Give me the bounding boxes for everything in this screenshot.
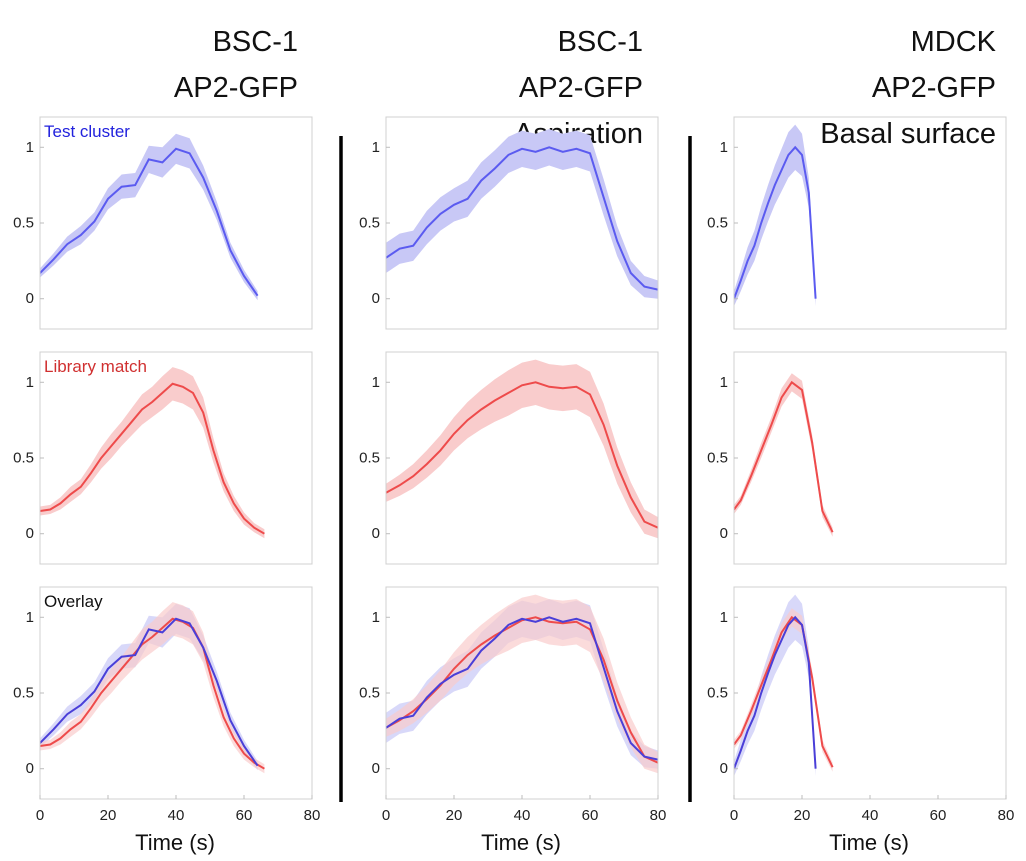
library-error-band [734,608,833,772]
y-tick-label: 0.5 [359,215,380,232]
x-tick-label: 20 [446,807,463,824]
x-tick-label: 80 [304,807,321,824]
column-title-line: MDCK [911,26,997,58]
library-line [40,382,265,535]
y-tick-label: 0.5 [13,685,34,702]
panel-plot-area [386,359,658,539]
x-tick-label: 80 [650,807,667,824]
test-error-band [734,124,816,307]
panel-plot-area [734,373,834,537]
y-tick-label: 0.5 [13,215,34,232]
library-line [734,380,834,533]
panel-plot-area [40,602,265,774]
y-tick-label: 0.5 [359,685,380,702]
panel-c3-r2: 00.51 [707,351,1007,565]
column-title-line: AP2-GFP [174,72,298,104]
test-line [734,615,817,770]
y-tick-label: 1 [372,374,380,391]
y-tick-label: 0.5 [359,450,380,467]
panel-plot-area [40,367,265,539]
column-title-line: Basal surface [820,118,996,150]
panel-c3-r1: 00.51 [707,116,1007,330]
test-error-band [386,129,658,299]
panel-c1-r1: 0 0.5 1 Test cluster [13,116,313,330]
y-tick-label: 0 [26,290,34,307]
y-tick-label: 0 [372,525,380,542]
panel-frame [733,351,1007,565]
x-tick-label: 20 [100,807,117,824]
test-line [40,617,259,767]
x-tick-label: 0 [382,807,390,824]
library-error-band [386,594,658,774]
x-tick-label: 20 [794,807,811,824]
y-tick-label: 0 [26,760,34,777]
column-title-line: BSC-1 [213,26,298,58]
x-tick-label: 60 [236,807,253,824]
library-line [386,381,658,529]
x-tick-label: 60 [582,807,599,824]
x-axis-label: Time (s) [135,830,215,855]
y-tick-label: 1 [26,139,34,156]
y-tick-label: 1 [26,609,34,626]
y-tick-label: 1 [720,374,728,391]
panel-c1-r2: 0 0.5 1 Library match [13,351,313,565]
test-line [40,147,259,297]
y-tick-label: 1 [372,609,380,626]
test-line [386,616,658,761]
library-line [40,617,265,770]
y-tick-label: 0 [720,525,728,542]
x-tick-label: 80 [998,807,1015,824]
y-tick-label: 0 [720,760,728,777]
x-tick-label: 40 [862,807,879,824]
y-tick-label: 0 [720,290,728,307]
y-tick-label: 1 [720,139,728,156]
y-tick-label: 1 [720,609,728,626]
row-annotation: Overlay [44,592,103,611]
y-tick-label: 0.5 [707,450,728,467]
column-title-line: AP2-GFP [872,72,996,104]
test-line [734,145,817,300]
x-tick-label: 60 [930,807,947,824]
panel-plot-area [386,594,658,774]
panel-c3-r3: 0 0.5 1 0 20 40 60 80 Time (s) [707,586,1015,855]
x-axis-label: Time (s) [829,830,909,855]
column-title-line: BSC-1 [558,26,643,58]
y-tick-label: 1 [26,374,34,391]
y-tick-label: 1 [372,139,380,156]
panel-c1-r3: 0 0.5 1 0 20 40 60 80 Time (s) Overlay [13,586,321,855]
y-tick-label: 0 [372,290,380,307]
y-tick-label: 0.5 [707,215,728,232]
x-tick-label: 0 [730,807,738,824]
y-tick-label: 0.5 [707,685,728,702]
y-tick-label: 0 [372,760,380,777]
row-annotation: Test cluster [44,122,130,141]
library-error-band [386,359,658,539]
library-line [734,615,834,768]
x-tick-label: 0 [36,807,44,824]
panel-c2-r3: 0 0.5 1 0 20 40 60 80 Time (s) [359,586,667,855]
library-error-band [734,373,833,537]
library-line [386,616,658,764]
x-tick-label: 40 [514,807,531,824]
column-title-line: AP2-GFP [519,72,643,104]
y-tick-label: 0 [26,525,34,542]
library-error-band [40,602,265,774]
y-tick-label: 0.5 [13,450,34,467]
panel-plot-area [40,133,259,301]
panel-frame [733,586,1007,800]
x-tick-label: 40 [168,807,185,824]
panel-c2-r2: 00.51 [359,351,659,565]
test-line [386,146,658,291]
panel-plot-area [734,594,834,777]
panel-c2-r1: 00.51 [359,116,659,330]
test-error-band [734,594,816,777]
library-error-band [40,367,265,539]
x-axis-label: Time (s) [481,830,561,855]
panel-plot-area [734,124,817,307]
panel-plot-area [386,129,658,299]
row-annotation: Library match [44,357,147,376]
test-error-band [40,133,258,301]
